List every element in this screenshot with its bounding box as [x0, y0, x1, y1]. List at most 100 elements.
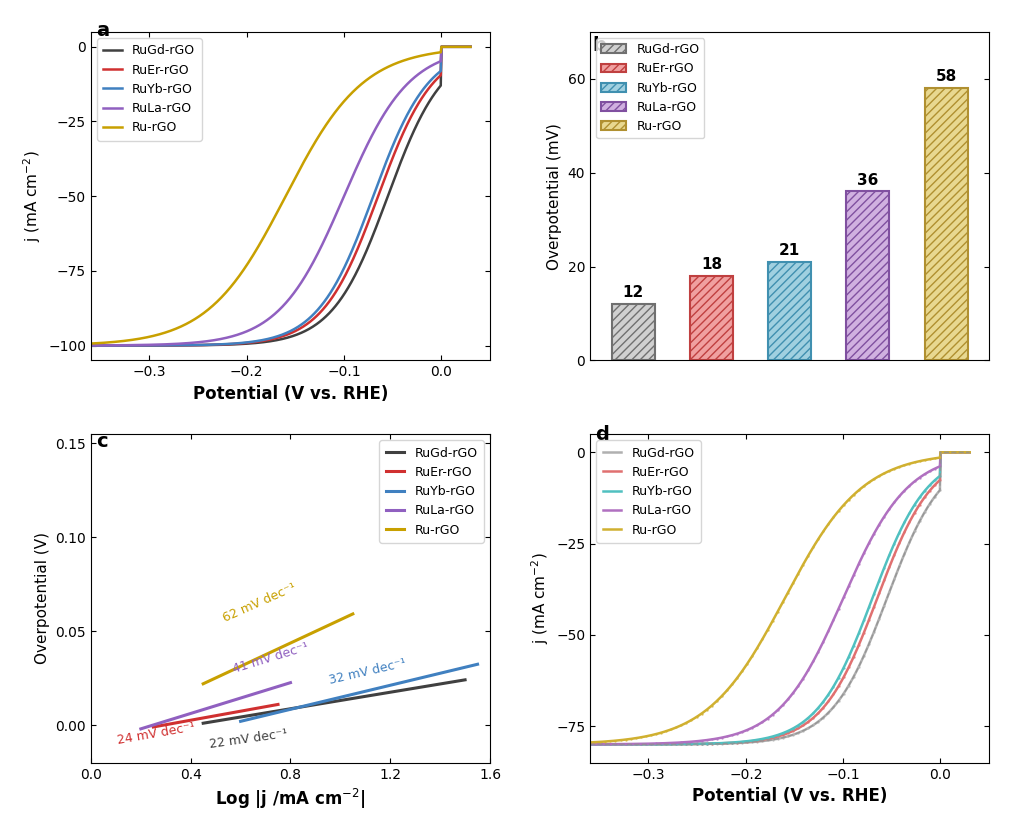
RuGd-rGO — [808, 720, 820, 730]
RuYb-rGO — [651, 740, 664, 750]
RuLa-rGO — [85, 340, 97, 350]
Line: Ru-rGO: Ru-rGO — [91, 47, 471, 344]
RuYb-rGO — [371, 181, 383, 191]
RuLa-rGO — [651, 739, 664, 749]
Line: RuGd-rGO: RuGd-rGO — [590, 453, 970, 745]
Bar — [690, 276, 733, 360]
RuYb-rGO — [837, 663, 849, 673]
RuEr-rGO — [465, 42, 477, 52]
X-axis label: Potential (V vs. RHE): Potential (V vs. RHE) — [692, 787, 888, 805]
RuEr-rGO — [837, 672, 849, 682]
RuEr-rGO — [338, 272, 350, 282]
X-axis label: Log |j /mA cm$^{-2}$|: Log |j /mA cm$^{-2}$| — [215, 787, 366, 811]
Text: d: d — [595, 424, 609, 443]
RuGd-rGO — [85, 340, 97, 350]
Y-axis label: j (mA cm$^{-2}$): j (mA cm$^{-2}$) — [21, 151, 42, 242]
RuGd-rGO — [183, 340, 195, 350]
Line: RuEr-rGO: RuEr-rGO — [590, 453, 970, 745]
RuGd-rGO — [837, 689, 849, 699]
RuGd-rGO — [964, 448, 976, 458]
RuLa-rGO — [808, 656, 820, 666]
RuYb-rGO — [472, 659, 484, 669]
Ru-rGO — [651, 729, 664, 739]
RuLa-rGO — [964, 448, 976, 458]
Ru-rGO — [870, 473, 882, 483]
Bar — [846, 191, 890, 360]
Text: 62 mV dec⁻¹: 62 mV dec⁻¹ — [220, 581, 298, 625]
Legend: RuGd-rGO, RuEr-rGO, RuYb-rGO, RuLa-rGO, Ru-rGO: RuGd-rGO, RuEr-rGO, RuYb-rGO, RuLa-rGO, … — [596, 38, 704, 138]
Text: 21: 21 — [779, 243, 800, 258]
RuYb-rGO — [309, 308, 321, 318]
RuYb-rGO — [85, 340, 97, 350]
RuYb-rGO — [755, 734, 768, 744]
RuGd-rGO — [584, 740, 596, 750]
Legend: RuGd-rGO, RuEr-rGO, RuYb-rGO, RuLa-rGO, Ru-rGO: RuGd-rGO, RuEr-rGO, RuYb-rGO, RuLa-rGO, … — [596, 440, 701, 542]
RuYb-rGO — [257, 335, 269, 345]
RuYb-rGO — [682, 739, 694, 749]
Y-axis label: j (mA cm$^{-2}$): j (mA cm$^{-2}$) — [529, 552, 550, 644]
Legend: RuGd-rGO, RuEr-rGO, RuYb-rGO, RuLa-rGO, Ru-rGO: RuGd-rGO, RuEr-rGO, RuYb-rGO, RuLa-rGO, … — [97, 38, 202, 141]
RuGd-rGO — [755, 736, 768, 746]
Bar — [612, 305, 654, 360]
Bar — [924, 88, 968, 360]
RuLa-rGO — [134, 724, 146, 734]
Text: 18: 18 — [701, 257, 722, 272]
Ru-rGO — [964, 448, 976, 458]
RuYb-rGO — [808, 708, 820, 718]
RuLa-rGO — [837, 592, 849, 602]
Line: RuLa-rGO: RuLa-rGO — [140, 682, 291, 729]
RuEr-rGO — [147, 722, 160, 732]
Line: RuGd-rGO: RuGd-rGO — [91, 47, 471, 345]
RuGd-rGO — [338, 289, 350, 299]
Ru-rGO — [183, 318, 195, 328]
Ru-rGO — [682, 717, 694, 727]
Text: 22 mV dec⁻¹: 22 mV dec⁻¹ — [208, 727, 288, 750]
RuLa-rGO — [153, 339, 165, 349]
Line: Ru-rGO: Ru-rGO — [203, 614, 352, 684]
RuEr-rGO — [755, 735, 768, 745]
Text: 36: 36 — [857, 173, 879, 188]
RuEr-rGO — [435, 42, 447, 52]
RuEr-rGO — [651, 740, 664, 750]
RuEr-rGO — [309, 313, 321, 323]
RuYb-rGO — [465, 42, 477, 52]
Text: 24 mV dec⁻¹: 24 mV dec⁻¹ — [116, 721, 196, 747]
Ru-rGO — [257, 234, 269, 244]
RuGd-rGO — [197, 718, 209, 728]
RuLa-rGO — [435, 42, 447, 52]
RuLa-rGO — [755, 717, 768, 727]
RuEr-rGO — [870, 597, 882, 607]
Line: RuLa-rGO: RuLa-rGO — [590, 453, 970, 745]
Ru-rGO — [465, 42, 477, 52]
RuEr-rGO — [808, 712, 820, 722]
Ru-rGO — [435, 42, 447, 52]
Line: RuLa-rGO: RuLa-rGO — [91, 47, 471, 345]
Text: 58: 58 — [935, 69, 956, 84]
Ru-rGO — [309, 138, 321, 148]
RuYb-rGO — [338, 262, 350, 272]
Line: RuGd-rGO: RuGd-rGO — [203, 680, 465, 723]
RuGd-rGO — [153, 340, 165, 350]
RuYb-rGO — [964, 448, 976, 458]
RuYb-rGO — [435, 42, 447, 52]
Ru-rGO — [837, 500, 849, 510]
Ru-rGO — [153, 329, 165, 339]
RuLa-rGO — [285, 677, 297, 687]
RuLa-rGO — [371, 121, 383, 131]
Bar — [769, 262, 811, 360]
RuGd-rGO — [651, 740, 664, 750]
Text: a: a — [96, 22, 109, 40]
RuLa-rGO — [870, 525, 882, 535]
RuGd-rGO — [435, 42, 447, 52]
RuEr-rGO — [85, 340, 97, 350]
Text: c: c — [96, 432, 107, 451]
RuGd-rGO — [870, 622, 882, 632]
RuGd-rGO — [682, 739, 694, 749]
Line: Ru-rGO: Ru-rGO — [590, 453, 970, 742]
RuGd-rGO — [934, 448, 946, 458]
RuYb-rGO — [584, 740, 596, 750]
RuEr-rGO — [584, 740, 596, 750]
Text: 12: 12 — [622, 285, 643, 300]
RuGd-rGO — [257, 337, 269, 347]
Ru-rGO — [371, 68, 383, 78]
